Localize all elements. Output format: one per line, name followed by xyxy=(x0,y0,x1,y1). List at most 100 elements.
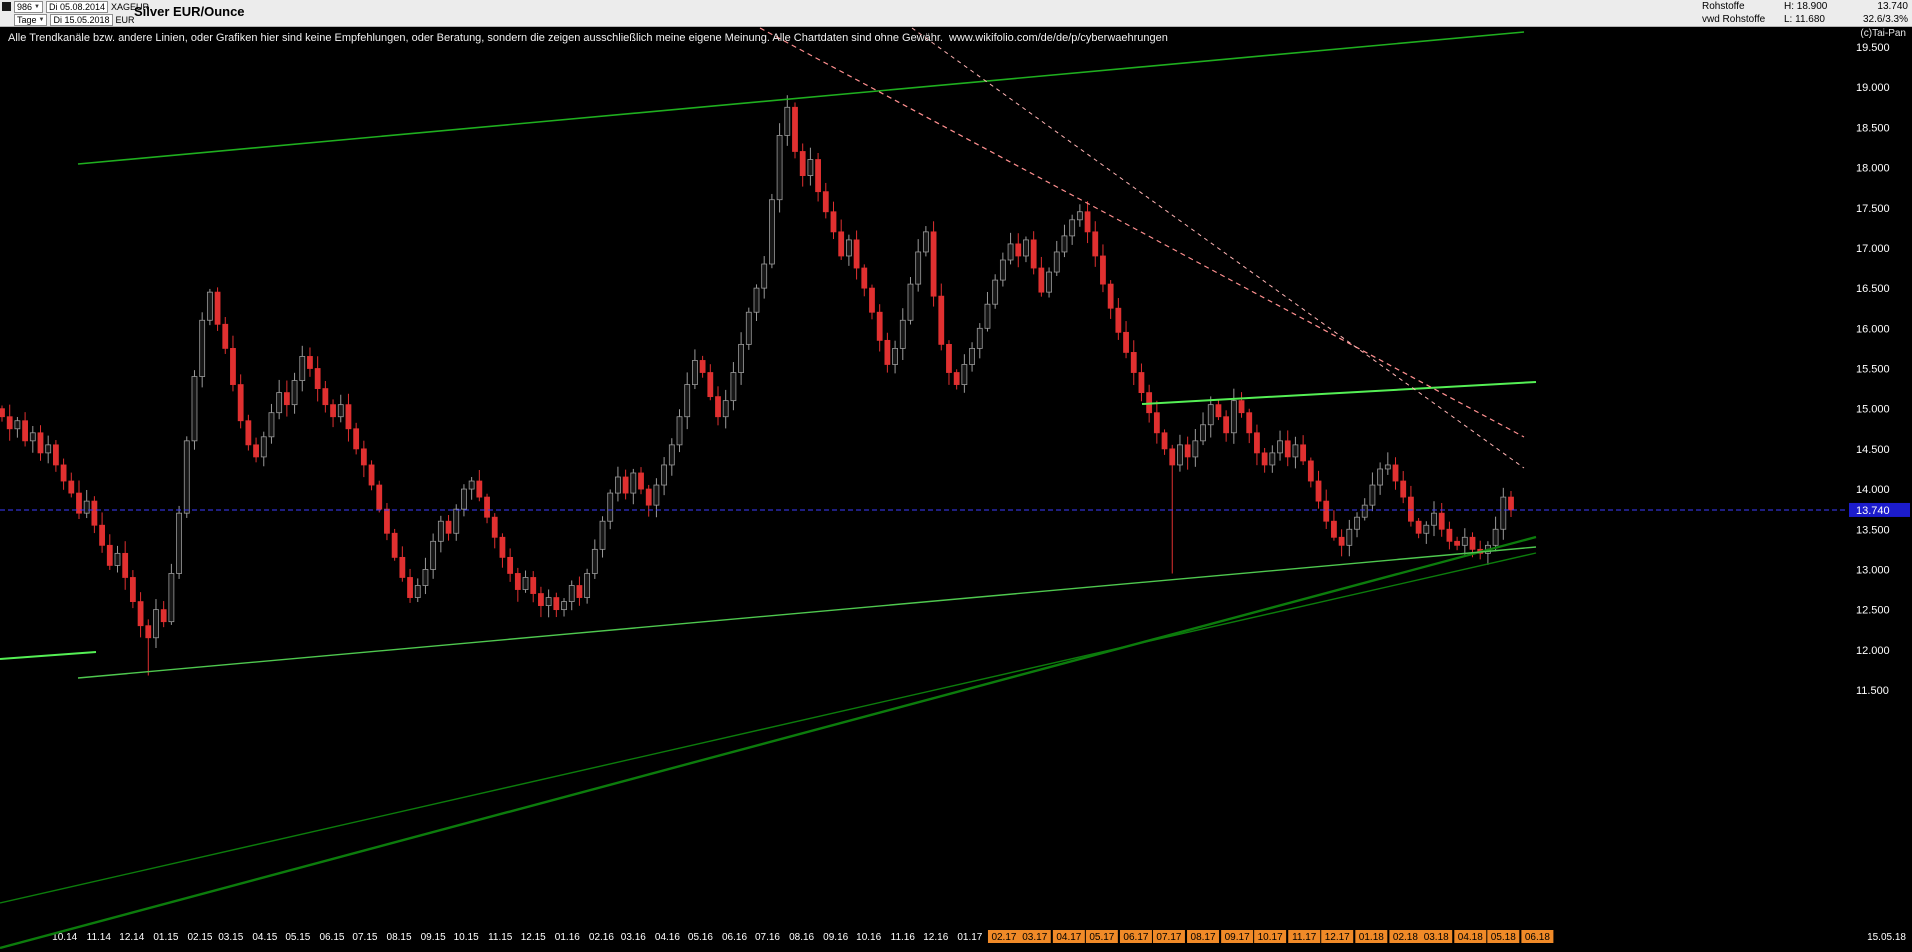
candle-body xyxy=(106,544,113,566)
candle-body xyxy=(222,323,229,349)
month-highlight xyxy=(1052,930,1085,943)
candle-body xyxy=(1038,267,1045,293)
month-highlight xyxy=(1288,930,1321,943)
last-price-tag xyxy=(1849,502,1910,517)
candle-body xyxy=(1307,460,1314,482)
month-label: 01.18 xyxy=(1359,932,1384,943)
candle-body xyxy=(1238,400,1245,414)
resistance-bright-short xyxy=(1141,381,1537,405)
period-select[interactable]: Tage ▼ xyxy=(14,13,48,26)
month-label: 11.16 xyxy=(891,932,916,943)
candle-body xyxy=(322,388,329,406)
candle-body xyxy=(176,512,182,574)
candle-body xyxy=(468,480,475,490)
month-label: 06.16 xyxy=(722,932,747,943)
month-highlight xyxy=(1454,930,1487,943)
price-axis-label: 14.500 xyxy=(1856,444,1890,456)
candle-body xyxy=(1384,464,1391,470)
month-label: 12.17 xyxy=(1325,932,1350,943)
candle-body xyxy=(638,472,644,490)
period-value: Tage xyxy=(17,14,37,25)
candle-body xyxy=(461,488,467,510)
candle-body xyxy=(753,287,760,313)
candle-body xyxy=(314,368,321,389)
candle-body xyxy=(199,319,206,377)
candle-body xyxy=(330,404,336,418)
candle-body xyxy=(1107,283,1114,309)
candle-body xyxy=(45,444,52,454)
month-label: 02.16 xyxy=(589,932,614,943)
candle-body xyxy=(761,263,768,289)
candle-body xyxy=(499,536,506,558)
candle-body xyxy=(899,319,906,349)
candle-body xyxy=(692,360,698,385)
candle-body xyxy=(1069,219,1076,237)
candle-body xyxy=(630,472,637,494)
candle-body xyxy=(815,159,821,193)
candle-body xyxy=(137,601,144,627)
candle-body xyxy=(1269,452,1276,466)
price-axis-label: 18.500 xyxy=(1856,122,1890,134)
candle-body xyxy=(1454,540,1461,546)
month-label: 10.17 xyxy=(1258,932,1283,943)
month-highlight xyxy=(1487,930,1520,943)
candle-body xyxy=(91,500,98,526)
candle-body xyxy=(1215,404,1222,418)
candle-body xyxy=(992,279,999,305)
candle-body xyxy=(776,135,783,201)
candle-body xyxy=(1338,536,1345,546)
candle-body xyxy=(615,476,621,494)
price-axis-label: 15.000 xyxy=(1856,404,1890,416)
month-highlight xyxy=(1321,930,1354,943)
candle-body xyxy=(591,548,598,574)
month-label: 04.18 xyxy=(1458,932,1483,943)
candle-body xyxy=(807,159,814,176)
candle-body xyxy=(368,464,375,486)
candle-body xyxy=(1130,352,1137,373)
month-label: 10.16 xyxy=(856,932,881,943)
disclaimer-url[interactable]: www.wikifolio.com/de/de/p/cyberwaehrunge… xyxy=(948,32,1168,44)
month-highlight xyxy=(1119,930,1152,943)
candle-body xyxy=(453,508,460,534)
candle-body xyxy=(206,291,213,321)
candle-body xyxy=(1500,496,1507,530)
date-to-field[interactable]: Di 15.05.2018 xyxy=(50,13,113,26)
candle-body xyxy=(1053,251,1060,273)
bars-count-select[interactable]: 986 ▼ xyxy=(14,0,43,13)
low-value: L: 11.680 xyxy=(1784,14,1825,25)
candle-body xyxy=(160,609,167,623)
falling-dashed-1 xyxy=(759,27,1525,438)
candle-body xyxy=(391,532,398,558)
candle-body xyxy=(861,267,868,289)
candle-body xyxy=(245,420,252,446)
candle-body xyxy=(1261,452,1268,466)
disclaimer-text: Alle Trendkanäle bzw. andere Linien, ode… xyxy=(8,32,1168,44)
candle-body xyxy=(969,348,975,365)
candle-body xyxy=(99,524,105,546)
price-axis-label: 13.500 xyxy=(1856,524,1890,536)
candle-body xyxy=(14,420,21,430)
date-from-field[interactable]: Di 05.08.2014 xyxy=(45,0,109,13)
month-label: 10.15 xyxy=(454,932,479,943)
bars-count-value: 986 xyxy=(17,1,33,12)
month-label: 04.16 xyxy=(655,932,680,943)
month-highlight xyxy=(1152,930,1185,943)
month-highlight xyxy=(1187,930,1220,943)
month-label: 11.14 xyxy=(87,932,112,943)
chart-title: Silver EUR/Ounce xyxy=(134,4,245,19)
candle-body xyxy=(1184,444,1191,458)
feed-name: Rohstoffe xyxy=(1702,1,1745,12)
mid-support-light xyxy=(77,546,1537,679)
month-label: 04.17 xyxy=(1056,932,1081,943)
app-icon[interactable] xyxy=(2,2,11,11)
candle-body xyxy=(183,440,190,514)
candle-body xyxy=(83,500,90,514)
candle-body xyxy=(29,432,36,442)
price-axis-label: 16.500 xyxy=(1856,283,1890,295)
month-label: 01.15 xyxy=(153,932,178,943)
candle-body xyxy=(129,577,136,602)
candle-body xyxy=(337,404,344,418)
price-axis-label: 15.500 xyxy=(1856,364,1890,376)
price-axis-label: 19.500 xyxy=(1856,42,1890,54)
